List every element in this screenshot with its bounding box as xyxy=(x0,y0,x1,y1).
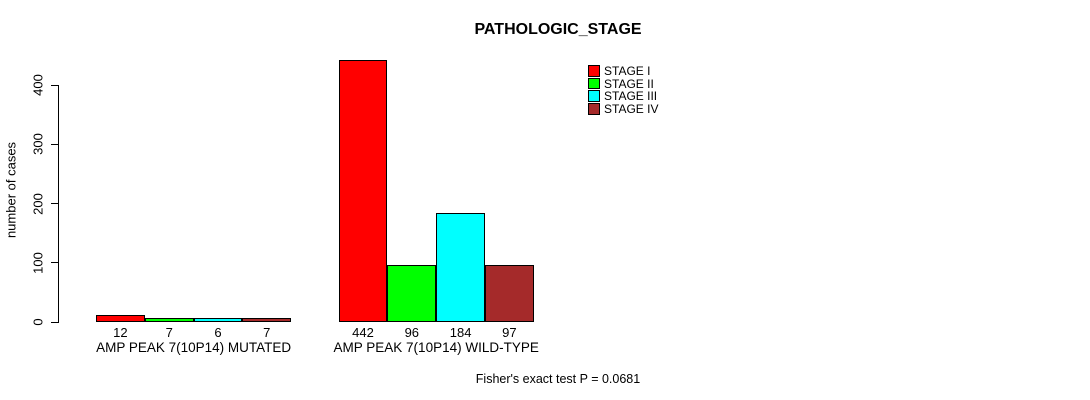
bar-value-label: 7 xyxy=(263,325,271,340)
legend-swatch xyxy=(588,103,600,115)
legend-swatch xyxy=(588,65,600,77)
y-tick-label: 0 xyxy=(30,318,46,326)
y-tick-label: 300 xyxy=(30,133,46,156)
bar-value-label: 184 xyxy=(449,325,472,340)
bar-value-label: 442 xyxy=(352,325,374,340)
legend-swatch xyxy=(588,77,600,90)
bar xyxy=(96,314,145,322)
y-tick xyxy=(51,84,58,86)
footnote: Fisher's exact test P = 0.0681 xyxy=(475,372,641,386)
bar-value-label: 96 xyxy=(404,325,420,340)
y-tick-label: 200 xyxy=(30,192,46,215)
y-tick xyxy=(51,262,58,264)
y-tick xyxy=(51,203,58,204)
y-tick xyxy=(51,143,58,145)
chart-title: PATHOLOGIC_STAGE xyxy=(474,21,642,38)
bar xyxy=(193,318,243,322)
y-tick xyxy=(51,321,58,323)
legend-label: STAGE II xyxy=(604,76,654,91)
bar-value-label: 7 xyxy=(165,325,173,340)
legend-label: STAGE III xyxy=(604,89,658,104)
bar xyxy=(338,60,388,322)
group-label: AMP PEAK 7(10P14) MUTATED xyxy=(96,340,292,355)
bar-value-label: 12 xyxy=(113,325,128,340)
bar xyxy=(485,264,534,322)
y-axis-line xyxy=(58,85,59,323)
group-label: AMP PEAK 7(10P14) WILD-TYPE xyxy=(333,340,539,355)
y-tick-label: 400 xyxy=(30,74,46,96)
legend-label: STAGE IV xyxy=(604,102,659,116)
legend-label: STAGE I xyxy=(604,64,651,78)
legend-swatch xyxy=(588,90,600,102)
bar xyxy=(436,212,485,322)
y-axis-title: number of cases xyxy=(3,141,19,239)
bar xyxy=(387,265,437,322)
y-tick-label: 100 xyxy=(30,251,46,274)
bar xyxy=(144,317,194,322)
bar-value-label: 97 xyxy=(502,325,517,340)
bar-value-label: 6 xyxy=(214,325,222,340)
bar xyxy=(242,317,292,322)
